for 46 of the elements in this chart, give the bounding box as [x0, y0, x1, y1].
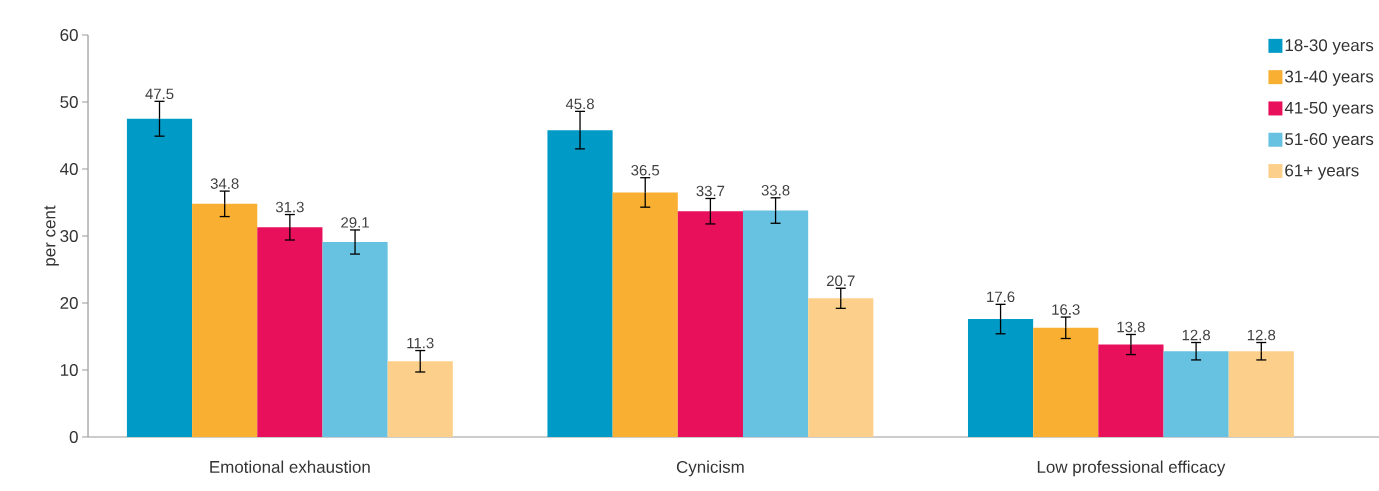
bar: [192, 203, 258, 437]
legend-label: 31-40 years: [1285, 70, 1374, 86]
bar: [257, 227, 323, 437]
bar: [547, 130, 613, 437]
bar: [1163, 351, 1229, 437]
data-label: 34.8: [210, 178, 239, 189]
y-tick-label: 40: [60, 162, 78, 175]
bar: [612, 192, 678, 437]
data-label: 47.5: [145, 88, 174, 100]
bar: [322, 242, 388, 437]
y-tick-label: 10: [60, 363, 78, 376]
x-tick-label: Emotional exhaustion: [210, 460, 370, 473]
y-tick-label: 0: [69, 430, 78, 443]
bar: [967, 319, 1034, 437]
bar: [742, 210, 809, 437]
bar: [1228, 351, 1294, 437]
data-label: 31.3: [275, 201, 304, 213]
y-tick-label: 30: [60, 229, 78, 242]
bar: [677, 211, 743, 437]
bar: [808, 298, 874, 437]
bar: [126, 118, 193, 437]
data-label: 29.1: [341, 217, 369, 228]
data-label: 20.7: [826, 275, 855, 287]
data-label: 16.3: [1052, 304, 1080, 315]
data-label: 17.6: [987, 291, 1015, 303]
y-tick-label: 50: [60, 95, 78, 108]
y-axis-title: per cent: [44, 205, 59, 266]
y-tick-label: 60: [60, 28, 78, 41]
legend-label: 51-60 years: [1285, 133, 1374, 149]
x-tick-label: Cynicism: [676, 460, 744, 477]
bar: [1098, 344, 1164, 437]
bar: [387, 361, 453, 437]
data-label: 12.8: [1247, 329, 1276, 341]
legend-label: 61+ years: [1285, 164, 1359, 180]
data-label: 33.8: [761, 185, 790, 196]
data-label: 36.5: [631, 164, 660, 176]
data-label: 33.7: [696, 185, 725, 197]
x-tick-label: Low professional efficacy: [1037, 460, 1226, 477]
data-label: 13.8: [1117, 321, 1145, 333]
legend-label: 18-30 years: [1285, 39, 1374, 55]
y-tick-label: 20: [60, 296, 78, 309]
data-label: 11.3: [407, 337, 434, 349]
data-label: 45.8: [565, 98, 594, 110]
bar: [1033, 327, 1099, 437]
legend-label: 41-50 years: [1284, 101, 1374, 118]
data-label: 12.8: [1182, 329, 1210, 341]
